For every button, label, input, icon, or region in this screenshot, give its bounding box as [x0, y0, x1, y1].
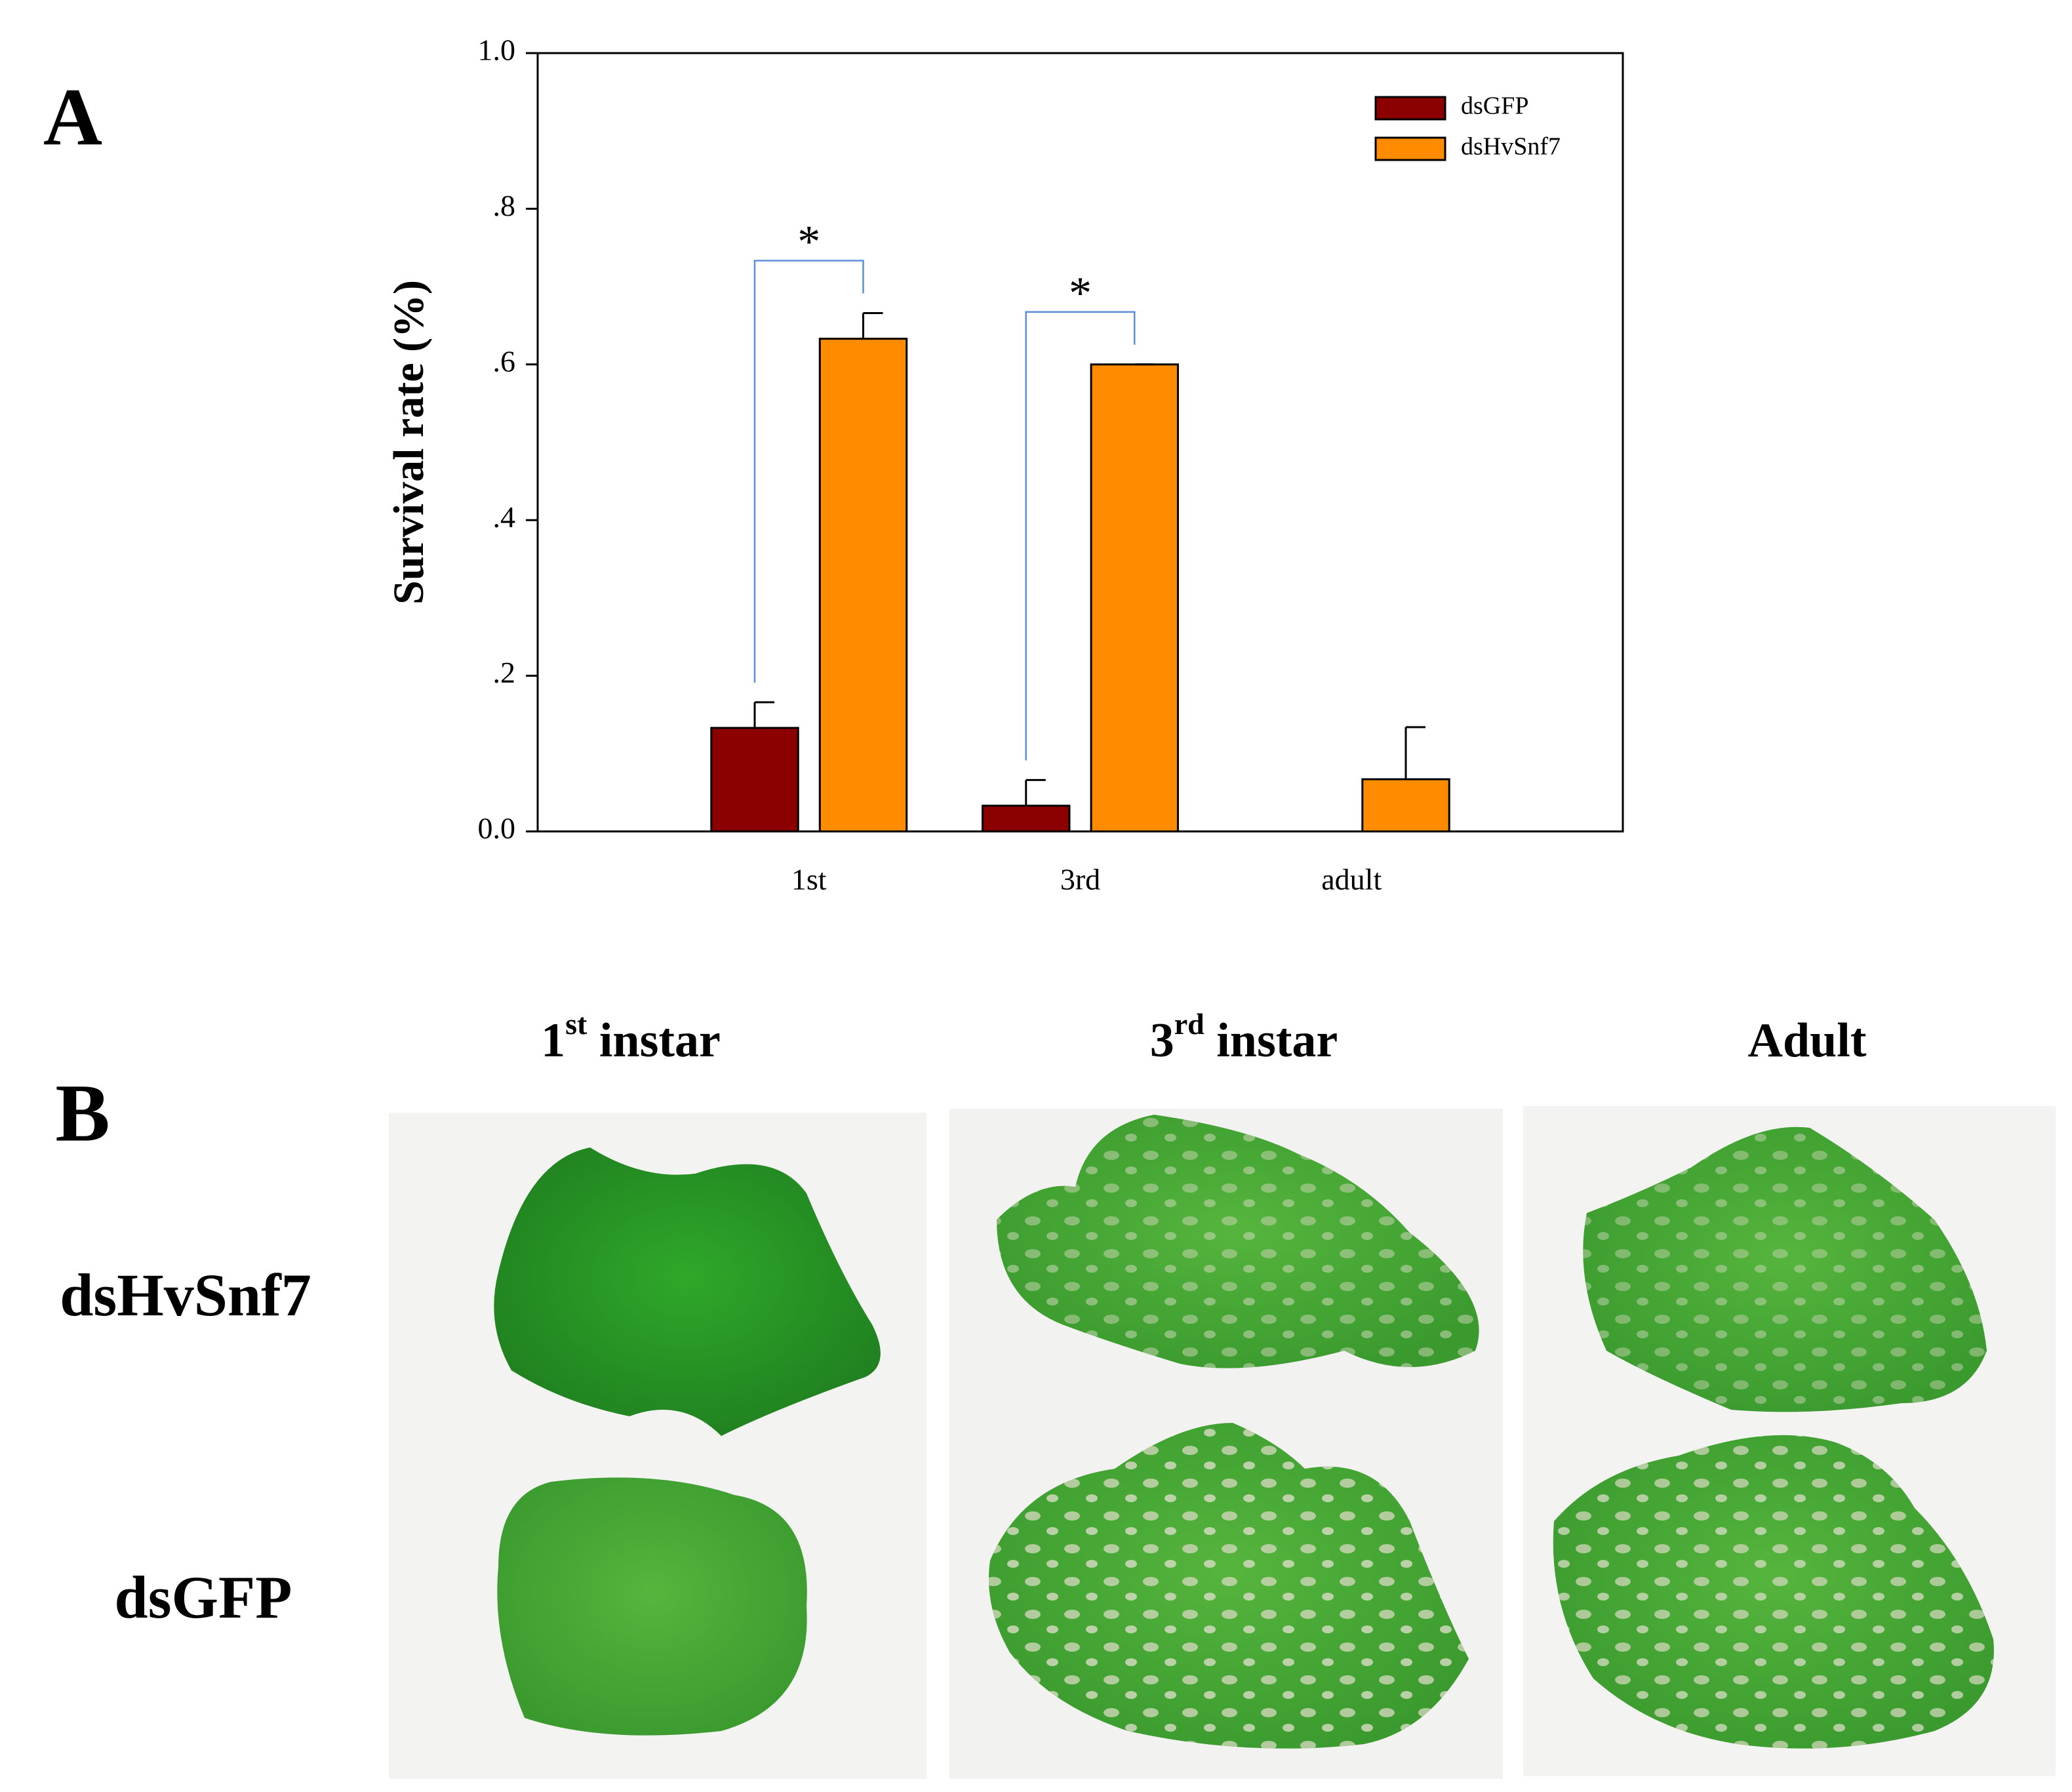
leaf	[494, 1147, 881, 1436]
error-bar	[753, 701, 774, 728]
y-tick-label: .4	[493, 500, 516, 534]
panel-label: A	[43, 73, 102, 163]
legend-swatch	[1374, 96, 1446, 121]
header-part: 1	[541, 1014, 565, 1067]
bar	[818, 338, 908, 833]
leaf-damage	[989, 1423, 1469, 1749]
y-tick-label: .6	[493, 344, 516, 378]
x-tick-label: 1st	[791, 863, 827, 896]
bar	[982, 805, 1071, 833]
panel-label: B	[55, 1069, 110, 1159]
leaf-damage	[997, 1115, 1479, 1368]
error-bar	[1025, 779, 1046, 806]
row-label: dsHvSnf7	[60, 1262, 311, 1328]
column-header: 3rd instar	[1150, 1007, 1338, 1067]
leaf-damage	[1583, 1126, 1987, 1412]
y-tick-label: .2	[493, 656, 516, 689]
legend-label: dsHvSnf7	[1461, 133, 1561, 161]
column-header: Adult	[1748, 1014, 1867, 1067]
x-tick-label: 3rd	[1060, 863, 1100, 896]
legend-label: dsGFP	[1461, 92, 1529, 120]
header-part: Adult	[1748, 1014, 1867, 1067]
legend-swatch	[1374, 136, 1446, 161]
plot-frame	[536, 52, 1624, 833]
bar	[1090, 363, 1179, 833]
leaf-damage	[1553, 1435, 1994, 1749]
header-part: instar	[587, 1014, 721, 1067]
photos	[389, 1106, 2056, 1779]
y-tick-label: 0.0	[478, 812, 516, 845]
row-label: dsGFP	[115, 1564, 292, 1631]
header-part: instar	[1205, 1014, 1338, 1067]
y-tick-label: .8	[493, 189, 516, 222]
header-part: 3	[1150, 1014, 1174, 1067]
y-axis-label: Survival rate (%)	[385, 280, 433, 605]
significance-label: *	[1069, 268, 1092, 319]
header-part: rd	[1174, 1007, 1205, 1041]
leaf	[497, 1477, 807, 1736]
significance-bracket	[753, 260, 864, 683]
error-bar	[862, 311, 883, 339]
error-bar	[1405, 726, 1425, 780]
bar	[1361, 778, 1450, 833]
x-tick-label: adult	[1321, 863, 1382, 896]
column-header: 1st instar	[541, 1007, 721, 1067]
bar	[710, 727, 799, 833]
significance-label: *	[797, 217, 820, 268]
header-part: st	[565, 1007, 588, 1041]
significance-bracket	[1025, 311, 1136, 761]
y-tick-label: 1.0	[478, 33, 516, 67]
